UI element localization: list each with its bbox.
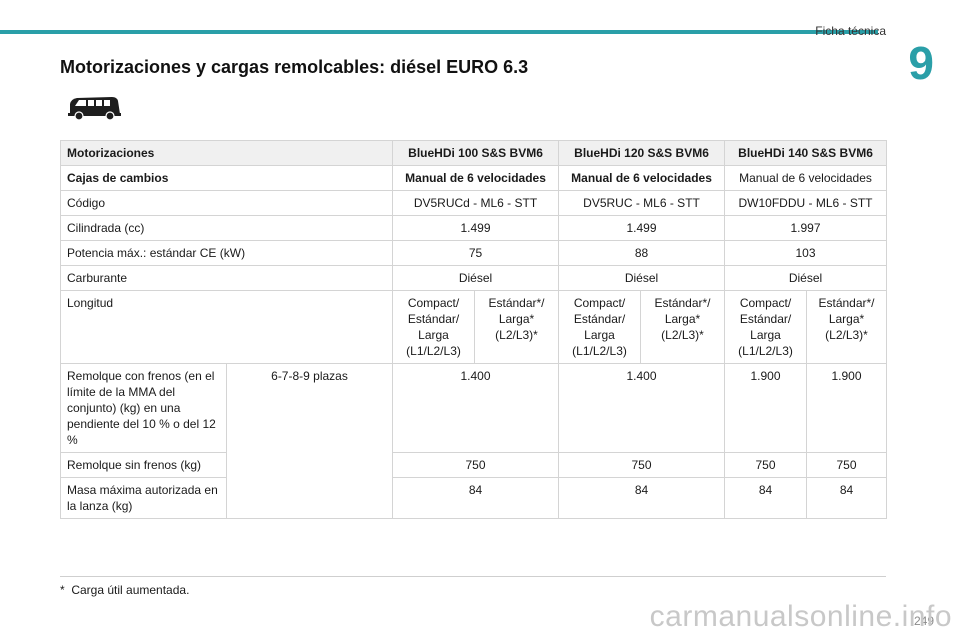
row-label: Carburante [59,265,394,291]
engine-spec-table: Motorizaciones BlueHDi 100 S&S BVM6 Blue… [59,140,888,519]
section-label: Ficha técnica [815,24,886,38]
row-label: Masa máxima autorizada en la lanza (kg) [60,477,227,519]
table-row-power: Potencia máx.: estándar CE (kW) 75 88 10… [59,240,888,266]
table-cell: Manual de 6 velocidades [724,165,888,191]
table-cell: Estándar*/ Larga* (L2/L3)* [474,290,560,364]
table-cell: Compact/ Estándar/ Larga (L1/L2/L3) [724,290,808,364]
table-row-drawbar-mass: Masa máxima autorizada en la lanza (kg) … [60,477,888,519]
table-cell: DW10FDDU - ML6 - STT [724,190,888,216]
table-cell: 84 [558,477,726,519]
table-cell: 750 [724,452,808,478]
table-row-code: Código DV5RUCd - ML6 - STT DV5RUC - ML6 … [59,190,888,216]
watermark: carmanualsonline.info [649,600,952,633]
table-cell: Estándar*/ Larga* (L2/L3)* [640,290,726,364]
table-cell: 1.400 [558,363,726,453]
table-cell: DV5RUCd - ML6 - STT [392,190,560,216]
van-icon [68,97,121,121]
footnote: * Carga útil aumentada. [60,576,886,597]
row-label: Motorizaciones [59,140,394,166]
table-cell: 88 [558,240,726,266]
chapter-number: 9 [908,37,934,89]
table-cell: Diésel [558,265,726,291]
table-cell: 750 [558,452,726,478]
engine-header: BlueHDi 100 S&S BVM6 [392,140,560,166]
table-cell: 1.499 [558,215,726,241]
table-row-braked-trailer: Remolque con frenos (en el límite de la … [60,363,888,519]
table-cell: 1.900 [806,363,888,453]
row-label: Remolque con frenos (en el límite de la … [60,363,227,453]
table-row-displacement: Cilindrada (cc) 1.499 1.499 1.997 [59,215,888,241]
footnote-text: Carga útil aumentada. [71,583,190,597]
row-label: Cajas de cambios [59,165,394,191]
row-label: Longitud [59,290,394,364]
table-cell: Diésel [392,265,560,291]
row-label: Cilindrada (cc) [59,215,394,241]
table-cell: Estándar*/ Larga* (L2/L3)* [806,290,888,364]
table-cell: 1.997 [724,215,888,241]
table-cell: DV5RUC - ML6 - STT [558,190,726,216]
page-number: 249 [913,614,934,628]
row-label: Código [59,190,394,216]
table-header-row: Motorizaciones BlueHDi 100 S&S BVM6 Blue… [59,140,888,166]
table-cell: 750 [392,452,560,478]
table-cell: 84 [806,477,888,519]
table-row-length: Longitud Compact/ Estándar/ Larga (L1/L2… [59,290,888,364]
header-accent-bar [0,30,878,34]
table-row-unbraked-trailer: Remolque sin frenos (kg) 750 750 750 750 [60,452,888,478]
table-cell: Compact/ Estándar/ Larga (L1/L2/L3) [392,290,476,364]
table-cell: 750 [806,452,888,478]
table-cell: 1.499 [392,215,560,241]
table-row-gearbox: Cajas de cambios Manual de 6 velocidades… [59,165,888,191]
table-cell: Manual de 6 velocidades [558,165,726,191]
table-row-fuel: Carburante Diésel Diésel Diésel [59,265,888,291]
page-title: Motorizaciones y cargas remolcables: dié… [60,57,529,77]
table-cell: Diésel [724,265,888,291]
table-cell: 84 [392,477,560,519]
engine-header: BlueHDi 140 S&S BVM6 [724,140,888,166]
row-label: Remolque sin frenos (kg) [60,452,227,478]
table-cell: Manual de 6 velocidades [392,165,560,191]
table-cell: 75 [392,240,560,266]
table-cell: 1.400 [392,363,560,453]
table-cell: 84 [724,477,808,519]
table-cell: Compact/ Estándar/ Larga (L1/L2/L3) [558,290,642,364]
table-cell: 103 [724,240,888,266]
row-label: Potencia máx.: estándar CE (kW) [59,240,394,266]
seats-cell: 6-7-8-9 plazas [225,363,394,519]
footnote-marker: * [60,583,65,597]
table-cell: 1.900 [724,363,808,453]
engine-header: BlueHDi 120 S&S BVM6 [558,140,726,166]
